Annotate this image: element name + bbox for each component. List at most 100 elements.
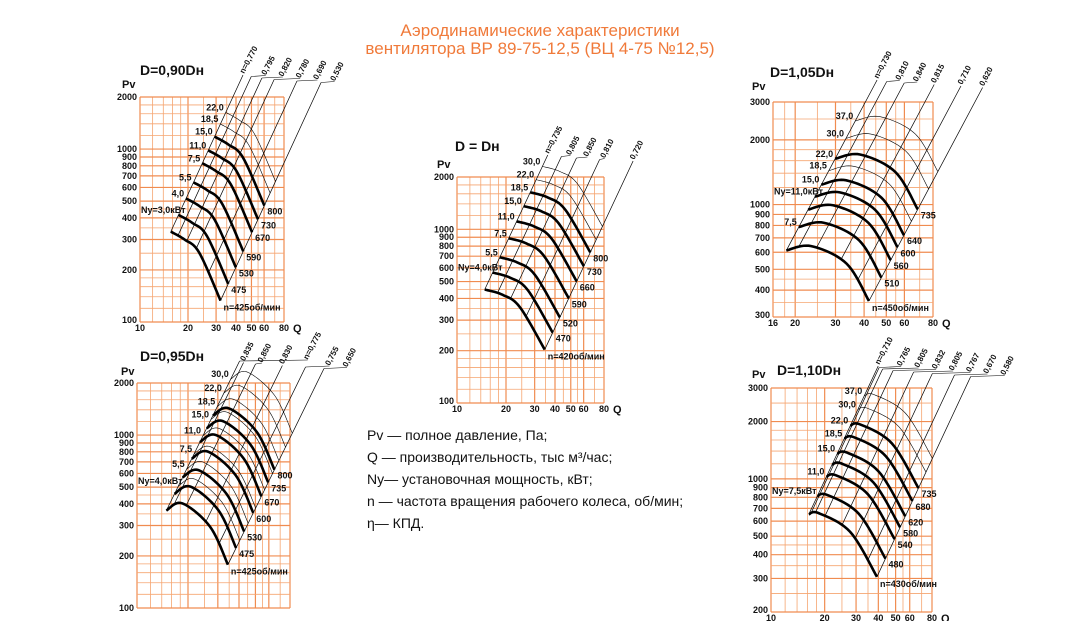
speed-curve [199,433,263,497]
power-label: 15,0 [802,175,820,185]
y-tick-label: 2000 [117,92,137,102]
y-tick-label: 700 [119,457,134,467]
speed-label: 735 [271,483,286,493]
y-tick-label: 200 [122,265,137,275]
power-arc [202,427,265,490]
power-arc [542,166,603,227]
power-arc [217,398,280,461]
efficiency-leader-line [913,370,954,373]
power-label: Ny=7,5кВт [772,486,817,496]
efficiency-leader-line [970,375,1005,377]
efficiency-line [195,79,275,249]
y-tick-label: 400 [119,499,134,509]
efficiency-leader-line [239,359,308,362]
power-label: 18,5 [201,114,219,124]
x-tick-label: 30 [211,323,221,333]
speed-label: 600 [256,514,271,524]
efficiency-label: 0,835 [238,340,256,362]
efficiency-line [525,159,600,317]
efficiency-leader-line [296,79,318,82]
speed-curve [205,419,270,483]
power-label: Ny=3,0кВт [141,205,186,215]
x-tick-label: 20 [501,404,511,414]
y-tick-label: 500 [439,277,454,287]
speed-label: 600 [901,248,916,258]
power-arc [186,461,249,524]
efficiency-line [173,362,244,505]
efficiency-line [854,373,933,539]
y-tick-label: 400 [439,293,454,303]
power-label: 30,0 [826,128,844,138]
x-axis-label: Q [613,404,622,416]
speed-label: 560 [894,261,909,271]
power-label: 18,5 [198,396,216,406]
efficiency-label: 0,805 [564,134,582,156]
speed-label: 670 [264,497,279,507]
chart-title: D = Dн [455,138,500,154]
efficiency-label: 0,840 [911,61,929,83]
speed-label: 510 [884,279,899,289]
speed-curve [843,434,914,502]
speed-curve [484,288,546,351]
efficiency-leader-line [904,81,918,84]
efficiency-label: 0,780 [294,57,312,79]
chart-title: D=0,95Dн [140,348,204,364]
x-tick-label: 40 [873,613,883,621]
efficiency-leader-line [893,369,937,371]
y-tick-label: 500 [753,531,768,541]
y-axis-label: Pv [752,81,766,93]
efficiency-label: 0,580 [999,354,1017,376]
power-arc [855,115,939,172]
speed-label: 800 [267,207,282,217]
efficiency-leader-line [274,78,301,80]
y-tick-label: 2000 [748,417,768,427]
y-tick-label: 900 [439,232,454,242]
efficiency-label: 0,720 [628,139,646,161]
power-label: 22,0 [831,416,849,426]
speed-curve [191,449,255,514]
speed-curve [798,220,883,279]
x-tick-label: 10 [135,323,145,333]
x-tick-label: 80 [928,318,938,328]
speed-label: 660 [580,282,595,292]
efficiency-leader-line [932,372,971,374]
efficiency-label: 0,810 [894,59,912,81]
speed-curve [192,181,245,252]
speed-curve [213,135,266,207]
speed-curve [173,484,238,549]
y-tick-label: 700 [755,233,770,243]
speed-curve [499,256,561,319]
efficiency-label: 0,832 [930,348,948,370]
speed-label: 640 [907,236,922,246]
y-tick-label: 400 [753,550,768,560]
legend-item-q: Q — производительность, тыс м³/час; [367,449,613,465]
power-label: 15,0 [191,409,209,419]
x-axis-label: Q [942,318,951,330]
chart-title: D=1,10Dн [777,362,841,378]
power-label: 7,5 [180,444,193,454]
speed-label: 735 [921,210,936,220]
y-tick-label: 3000 [748,383,768,393]
x-tick-label: 60 [579,404,589,414]
power-label: 18,5 [511,182,529,192]
x-tick-label: 40 [550,404,560,414]
y-tick-label: 2000 [114,378,134,388]
power-label: 22,0 [206,102,224,112]
x-tick-label: 20 [820,613,830,621]
efficiency-leader-line [886,80,900,82]
speed-curve [185,197,238,268]
efficiency-label: 0,530 [328,60,346,82]
legend-item-n: n — частота вращения рабочего колеса, об… [367,493,684,509]
y-tick-label: 900 [753,483,768,493]
speed-curve [831,461,902,528]
title-line-1: Аэродинамические характеристики [400,21,680,40]
power-arc [857,406,927,473]
efficiency-line [205,365,283,522]
efficiency-label: 0,710 [956,64,974,86]
speed-curve [516,220,578,283]
power-label: 15,0 [818,444,836,454]
power-label: 7,5 [188,153,201,163]
x-tick-label: 80 [279,323,289,333]
power-label: 7,5 [784,217,797,227]
speed-curve [826,473,896,540]
